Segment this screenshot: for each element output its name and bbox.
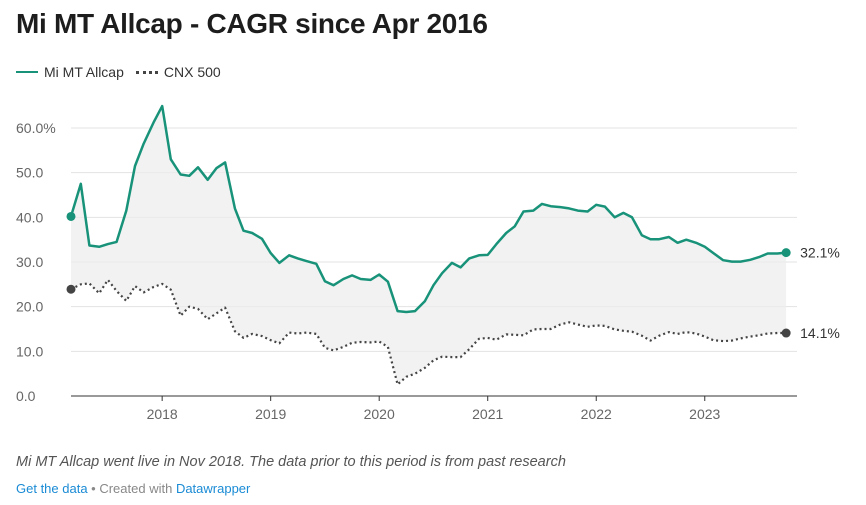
series-start-point	[66, 211, 76, 221]
series-line-cnx500	[70, 278, 787, 386]
x-tick-label: 2019	[255, 406, 286, 422]
series-endpoints: 32.1% 14.1%	[66, 211, 840, 341]
y-tick-label: 40.0	[16, 209, 43, 225]
legend-swatch-allcap	[16, 71, 38, 73]
y-tick-label: 10.0	[16, 343, 43, 359]
footer-separator: • Created with	[87, 481, 176, 496]
series-end-point	[781, 248, 791, 258]
series-end-label: 14.1%	[800, 325, 840, 341]
footer: Get the data • Created with Datawrapper	[16, 481, 250, 496]
x-tick-label: 2018	[147, 406, 178, 422]
series-end-label: 32.1%	[800, 245, 840, 261]
get-the-data-link[interactable]: Get the data	[16, 481, 88, 496]
y-tick-label: 50.0	[16, 165, 43, 181]
legend-label-allcap: Mi MT Allcap	[44, 64, 124, 80]
datawrapper-link[interactable]: Datawrapper	[175, 481, 251, 496]
legend-swatch-cnx500	[135, 70, 158, 74]
chart-title: Mi MT Allcap - CAGR since Apr 2016	[16, 8, 488, 39]
x-tick-label: 2020	[364, 406, 395, 422]
x-tick-label: 2023	[689, 406, 720, 422]
y-tick-label: 60.0%	[16, 120, 56, 136]
y-axis-ticks: 60.0% 50.0 40.0 30.0 20.0 10.0 0.0	[16, 120, 56, 404]
footnote: Mi MT Allcap went live in Nov 2018. The …	[16, 454, 566, 470]
y-tick-label: 20.0	[16, 299, 43, 315]
legend: Mi MT Allcap CNX 500	[16, 64, 233, 80]
legend-item-allcap: Mi MT Allcap	[16, 64, 124, 80]
legend-label-cnx500: CNX 500	[163, 64, 221, 80]
y-tick-label: 0.0	[16, 388, 36, 404]
x-tick-label: 2021	[472, 406, 503, 422]
shaded-gap-area	[71, 106, 787, 385]
x-axis-ticks: 2018 2019 2020 2021 2022 2023	[147, 396, 721, 422]
series-end-point	[781, 328, 791, 338]
series-line-allcap	[69, 104, 787, 314]
x-tick-label: 2022	[581, 406, 612, 422]
series-start-point	[66, 284, 76, 294]
line-chart: 60.0% 50.0 40.0 30.0 20.0 10.0 0.0 2018 2019 202…	[16, 104, 840, 422]
legend-item-cnx500: CNX 500	[135, 64, 221, 80]
y-tick-label: 30.0	[16, 254, 43, 270]
